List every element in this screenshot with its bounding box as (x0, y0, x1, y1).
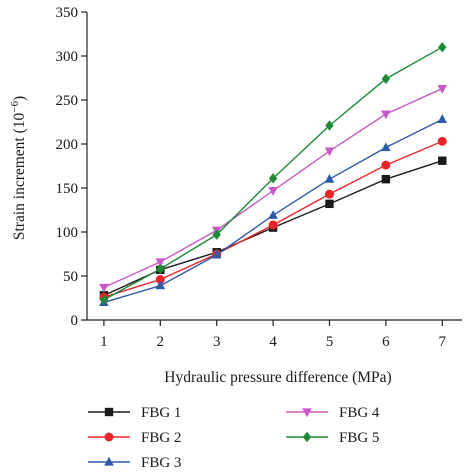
data-point (211, 249, 222, 259)
x-axis-ticks: 1 2 3 4 5 6 7 (100, 320, 447, 350)
data-point (212, 229, 221, 240)
data-point (268, 220, 278, 230)
series-layer (99, 42, 448, 306)
y-tick-label: 200 (56, 137, 79, 153)
y-axis-label-suffix: ) (11, 96, 28, 101)
series-5 (99, 42, 447, 305)
legend-item: FBG 1 (88, 405, 181, 421)
data-point (325, 120, 334, 131)
data-point (99, 294, 109, 305)
x-tick-label: 6 (382, 334, 390, 350)
y-tick-label: 150 (56, 181, 79, 197)
data-point (99, 283, 109, 293)
data-point (381, 110, 391, 120)
legend-swatch-marker (104, 432, 114, 442)
series-2 (99, 136, 447, 302)
data-point (268, 210, 278, 219)
legend-label: FBG 1 (141, 405, 181, 421)
series-line (103, 140, 443, 298)
legend: FBG 1 FBG 2 FBG 3 FBG 4 FBG 5 (88, 405, 380, 471)
series-3 (99, 114, 448, 306)
data-point (437, 136, 447, 146)
data-point (325, 199, 334, 209)
legend-label: FBG 5 (339, 430, 379, 446)
y-axis-label: Strain increment (10−6) (9, 96, 28, 240)
legend-item: FBG 5 (286, 430, 379, 446)
legend-swatch-marker (302, 431, 312, 443)
y-tick-label: 0 (71, 313, 79, 329)
data-point (268, 173, 278, 184)
y-tick-label: 300 (56, 49, 79, 65)
x-tick-label: 1 (100, 334, 108, 350)
legend-swatch-marker (104, 407, 114, 417)
y-tick-label: 250 (56, 93, 79, 109)
y-tick-label: 50 (63, 269, 78, 285)
data-point (438, 42, 447, 53)
data-point (155, 280, 166, 290)
x-tick-label: 2 (157, 334, 165, 350)
data-point (324, 189, 334, 199)
x-tick-label: 3 (213, 334, 221, 350)
legend-swatch-marker (104, 456, 114, 466)
data-point (381, 175, 391, 184)
axes (86, 12, 462, 321)
x-axis-label: Hydraulic pressure difference (MPa) (164, 369, 391, 386)
data-point (156, 263, 165, 275)
legend-item: FBG 3 (88, 455, 181, 471)
data-point (324, 147, 335, 157)
data-point (381, 160, 391, 170)
x-tick-label: 5 (326, 334, 334, 350)
legend-label: FBG 4 (339, 405, 380, 421)
data-point (155, 258, 166, 268)
y-axis-label-main: Strain increment (10 (11, 112, 28, 240)
legend-label: FBG 3 (141, 455, 181, 471)
data-point (437, 84, 448, 94)
data-point (324, 174, 335, 183)
data-point (438, 156, 447, 165)
y-tick-label: 350 (56, 5, 79, 21)
data-point (268, 187, 278, 196)
legend-item: FBG 4 (286, 405, 380, 421)
data-point (437, 114, 448, 123)
x-tick-label: 4 (269, 334, 277, 350)
legend-swatch-marker (302, 408, 312, 418)
data-point (381, 142, 391, 152)
y-tick-label: 100 (56, 225, 79, 241)
data-point (155, 275, 165, 285)
legend-item: FBG 2 (88, 430, 181, 446)
data-point (381, 73, 391, 85)
y-axis-label-superscript: −6 (9, 101, 21, 113)
y-axis-ticks: 0 50 100 150 200 250 300 350 (56, 5, 87, 329)
legend-label: FBG 2 (141, 430, 181, 446)
series-4 (99, 84, 448, 293)
x-tick-label: 7 (439, 334, 447, 350)
